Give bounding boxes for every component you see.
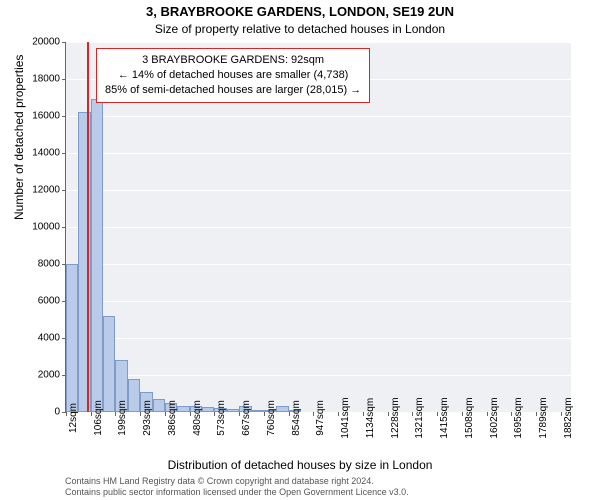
chart-title-sub: Size of property relative to detached ho… (0, 22, 600, 36)
annotation-line1: 3 BRAYBROOKE GARDENS: 92sqm (105, 53, 361, 68)
x-tick-label: 854sqm (291, 400, 302, 436)
footer-line1: Contains HM Land Registry data © Crown c… (65, 476, 409, 487)
footer-line2: Contains public sector information licen… (65, 487, 409, 498)
histogram-bar (252, 410, 264, 412)
x-tick-label: 293sqm (142, 400, 153, 436)
y-tick-label: 16000 (20, 111, 60, 122)
x-tick-label: 1041sqm (340, 397, 351, 438)
y-tick-label: 6000 (20, 296, 60, 307)
x-tick-label: 947sqm (315, 400, 326, 436)
x-tick-label: 1228sqm (390, 397, 401, 438)
histogram-bar (227, 409, 239, 412)
x-tick-label: 573sqm (216, 400, 227, 436)
property-marker-line (87, 42, 89, 412)
y-tick-label: 8000 (20, 259, 60, 270)
histogram-bar (153, 399, 165, 412)
x-tick-label: 1695sqm (513, 397, 524, 438)
y-tick-label: 4000 (20, 333, 60, 344)
x-tick-label: 760sqm (266, 400, 277, 436)
y-tick-label: 2000 (20, 370, 60, 381)
x-tick-label: 1602sqm (489, 397, 500, 438)
x-tick-label: 1321sqm (414, 397, 425, 438)
y-tick-label: 18000 (20, 74, 60, 85)
histogram-bar (91, 99, 103, 412)
histogram-bar (177, 406, 189, 412)
y-tick-label: 12000 (20, 185, 60, 196)
x-tick-label: 1508sqm (464, 397, 475, 438)
annotation-box: 3 BRAYBROOKE GARDENS: 92sqm ← 14% of det… (96, 48, 370, 103)
histogram-bar (66, 264, 78, 412)
chart-container: 3, BRAYBROOKE GARDENS, LONDON, SE19 2UN … (0, 0, 600, 500)
chart-title-main: 3, BRAYBROOKE GARDENS, LONDON, SE19 2UN (0, 4, 600, 19)
y-tick-label: 0 (20, 407, 60, 418)
histogram-bar (202, 407, 214, 412)
histogram-bar (276, 406, 288, 412)
histogram-bar (128, 379, 140, 412)
x-tick-label: 106sqm (93, 400, 104, 436)
y-tick-label: 20000 (20, 37, 60, 48)
histogram-bar (103, 316, 115, 412)
footer-attribution: Contains HM Land Registry data © Crown c… (65, 476, 409, 498)
annotation-line2: ← 14% of detached houses are smaller (4,… (105, 68, 361, 83)
x-tick-label: 1789sqm (538, 397, 549, 438)
x-tick-label: 480sqm (192, 400, 203, 436)
x-axis-label: Distribution of detached houses by size … (0, 458, 600, 472)
x-tick-label: 1415sqm (439, 397, 450, 438)
x-tick-label: 386sqm (167, 400, 178, 436)
y-tick-label: 10000 (20, 222, 60, 233)
y-tick-label: 14000 (20, 148, 60, 159)
x-tick-label: 1134sqm (365, 398, 376, 438)
plot-area: 3 BRAYBROOKE GARDENS: 92sqm ← 14% of det… (65, 42, 571, 413)
x-tick-label: 667sqm (241, 400, 252, 436)
annotation-line3: 85% of semi-detached houses are larger (… (105, 83, 361, 98)
x-tick-label: 1882sqm (563, 397, 574, 438)
x-tick-label: 12sqm (68, 403, 79, 433)
x-tick-label: 199sqm (117, 400, 128, 436)
